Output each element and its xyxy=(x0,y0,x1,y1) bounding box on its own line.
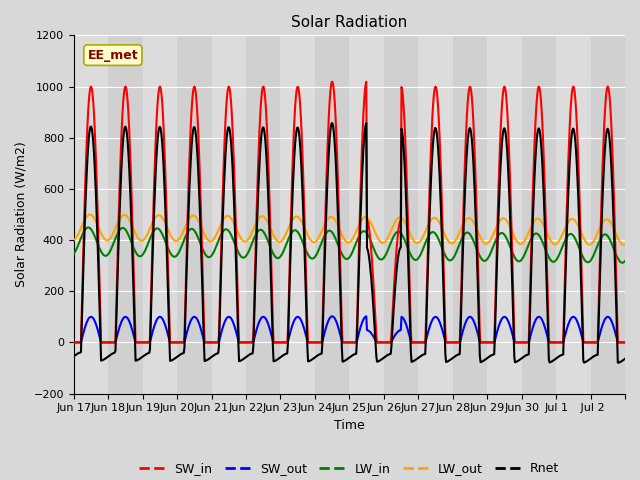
Bar xyxy=(177,36,212,394)
Title: Solar Radiation: Solar Radiation xyxy=(291,15,408,30)
Text: EE_met: EE_met xyxy=(88,48,138,61)
Bar xyxy=(522,36,556,394)
Bar xyxy=(212,36,246,394)
Bar xyxy=(591,36,625,394)
Bar xyxy=(419,36,452,394)
Bar xyxy=(108,36,143,394)
X-axis label: Time: Time xyxy=(334,419,365,432)
Bar xyxy=(487,36,522,394)
Bar xyxy=(246,36,280,394)
Bar xyxy=(452,36,487,394)
Bar xyxy=(315,36,349,394)
Bar xyxy=(280,36,315,394)
Legend: SW_in, SW_out, LW_in, LW_out, Rnet: SW_in, SW_out, LW_in, LW_out, Rnet xyxy=(134,457,564,480)
Y-axis label: Solar Radiation (W/m2): Solar Radiation (W/m2) xyxy=(15,142,28,288)
Bar xyxy=(384,36,419,394)
Bar xyxy=(143,36,177,394)
Bar xyxy=(349,36,384,394)
Bar xyxy=(74,36,108,394)
Bar xyxy=(556,36,591,394)
